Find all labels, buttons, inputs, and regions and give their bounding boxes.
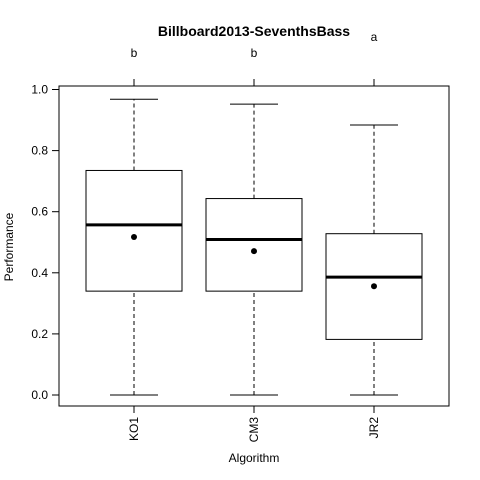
group-letter: b	[251, 46, 258, 60]
mean-point	[131, 234, 137, 241]
x-tick-label-ko1: KO1	[127, 417, 141, 441]
mean-point	[251, 248, 257, 255]
y-tick-label: 0.0	[31, 388, 48, 402]
y-tick-label: 0.4	[31, 266, 48, 280]
group-letter: a	[371, 30, 378, 44]
mean-point	[371, 283, 377, 290]
y-axis-label: Performance	[2, 212, 16, 281]
y-tick-label: 0.2	[31, 327, 48, 341]
chart-title: Billboard2013-SeventhsBass	[158, 23, 350, 39]
group-letter: b	[131, 46, 138, 60]
y-tick-label: 0.8	[31, 144, 48, 158]
x-tick-label-cm3: CM3	[247, 417, 261, 443]
x-tick-label-jr2: JR2	[367, 417, 381, 439]
y-tick-label: 1.0	[31, 83, 48, 97]
y-tick-label: 0.6	[31, 205, 48, 219]
x-axis-label: Algorithm	[229, 451, 280, 465]
box-cm3	[205, 198, 303, 292]
box-ko1	[85, 169, 183, 292]
